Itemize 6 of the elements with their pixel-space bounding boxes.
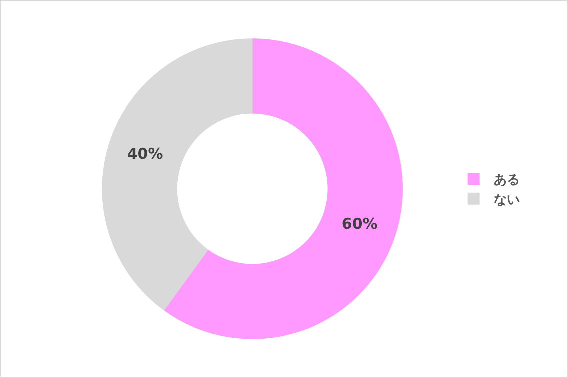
data-label: 60% [342,214,378,233]
legend-label: ある [494,173,520,188]
donut-slice [102,38,253,311]
donut-slice [164,38,403,340]
data-label: 40% [127,145,164,164]
legend-label: ない [494,192,520,208]
